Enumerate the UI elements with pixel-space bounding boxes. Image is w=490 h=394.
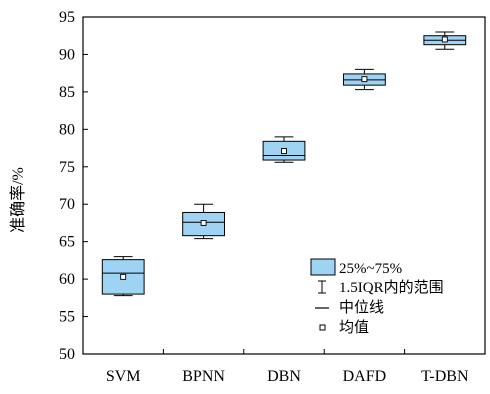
legend: 25%~75% 1.5IQR内的范围 中位线 均值	[310, 258, 444, 336]
y-tick-label-0: 50	[59, 346, 75, 363]
y-tick-label-7: 85	[59, 84, 75, 101]
y-tick-label-1: 55	[59, 309, 75, 326]
legend-mean-symbol	[319, 324, 326, 331]
y-axis-label: 准确率/%	[9, 167, 27, 233]
y-tick-label-4: 70	[59, 196, 75, 213]
mean-marker	[200, 219, 207, 226]
y-tick-label-2: 60	[59, 271, 75, 288]
legend-median-label: 中位线	[339, 299, 384, 316]
legend-whisker-label: 1.5IQR内的范围	[339, 279, 444, 296]
plot-frame	[82, 16, 486, 355]
box-group-dbn	[262, 136, 306, 163]
x-tick-label-4: T-DBN	[421, 368, 469, 385]
axes: 50 55 60 65 70 75 80 85 90 95 SVM BPNN DBN DAFD T-DBN	[59, 9, 486, 385]
plot-area	[101, 31, 467, 297]
box-group-svm	[101, 256, 145, 297]
y-tick-label-6: 80	[59, 121, 75, 138]
y-tick-label-3: 65	[59, 234, 75, 251]
x-tick-label-2: DBN	[267, 368, 301, 385]
legend-whisker-symbol	[318, 280, 326, 294]
y-tick-label-5: 75	[59, 159, 75, 176]
mean-marker	[281, 148, 287, 155]
legend-box-swatch	[310, 258, 336, 276]
box-group-bpnn	[182, 203, 226, 240]
mean-marker	[120, 273, 127, 280]
x-tick-label-0: SVM	[106, 368, 141, 385]
x-tick-label-3: DAFD	[343, 368, 387, 385]
legend-mean-label: 均值	[339, 319, 369, 336]
mean-marker	[361, 76, 368, 83]
box-group-dafd	[342, 68, 386, 91]
y-tick-label-9: 95	[59, 9, 75, 26]
legend-box-label: 25%~75%	[339, 261, 402, 277]
y-tick-label-8: 90	[59, 46, 75, 63]
x-tick-label-1: BPNN	[182, 368, 225, 385]
mean-marker	[441, 36, 448, 43]
box-group-t-dbn	[423, 31, 467, 50]
